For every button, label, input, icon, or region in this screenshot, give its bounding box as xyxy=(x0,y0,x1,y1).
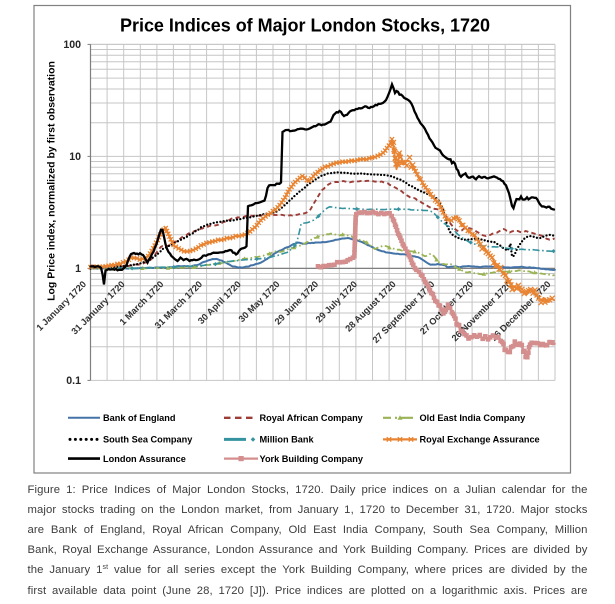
svg-text:York Building Company: York Building Company xyxy=(260,454,364,464)
svg-text:10: 10 xyxy=(69,151,81,163)
svg-text:Million Bank: Million Bank xyxy=(260,435,315,445)
svg-text:Price Indices of Major London: Price Indices of Major London Stocks, 17… xyxy=(120,16,490,36)
svg-text:100: 100 xyxy=(63,39,81,51)
svg-text:0.1: 0.1 xyxy=(66,375,81,387)
svg-text:Royal African Company: Royal African Company xyxy=(260,413,364,423)
svg-text:Bank of England: Bank of England xyxy=(103,413,175,423)
svg-text:Log Price index, normalized by: Log Price index, normalized by first obs… xyxy=(46,61,58,301)
svg-text:1: 1 xyxy=(75,263,81,275)
svg-text:London Assurance: London Assurance xyxy=(103,454,186,464)
svg-text:Old East India Company: Old East India Company xyxy=(420,413,527,423)
svg-text:South Sea Company: South Sea Company xyxy=(103,435,193,445)
svg-text:Royal Exchange Assurance: Royal Exchange Assurance xyxy=(420,435,540,445)
